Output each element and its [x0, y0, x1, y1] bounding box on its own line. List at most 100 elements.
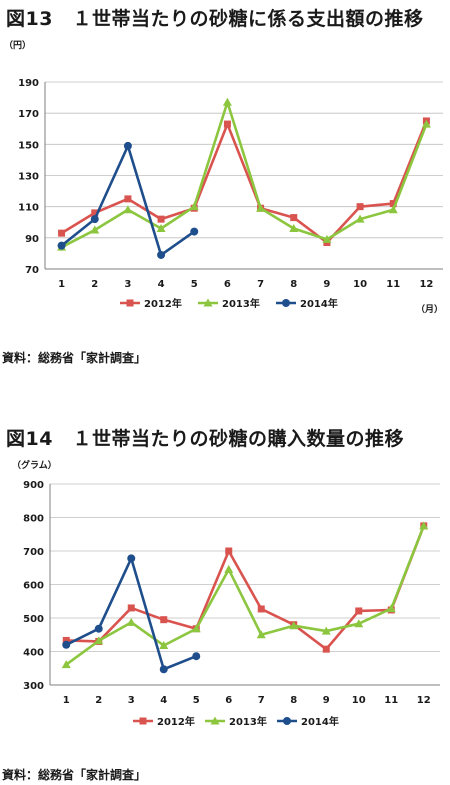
chart2-y-tick-label: 800 — [23, 514, 44, 525]
chart2-data-point — [61, 660, 71, 669]
chart1-x-tick-label: 8 — [290, 279, 297, 290]
chart1-data-point — [356, 203, 364, 211]
chart1-data-point — [389, 200, 397, 208]
chart2-legend-label: 2013年 — [229, 715, 267, 728]
chart1-x-tick-label: 3 — [124, 279, 131, 290]
chart2-legend-label: 2012年 — [157, 715, 195, 728]
chart2-y-axis-label: （グラム） — [12, 459, 57, 471]
chart2-y-tick-label: 700 — [23, 547, 44, 558]
chart2-data-point — [160, 616, 168, 624]
chart2-x-tick-label: 10 — [352, 695, 366, 706]
chart2-x-tick-label: 3 — [128, 695, 135, 706]
chart2-data-point — [127, 554, 136, 563]
chart1-x-tick-label: 4 — [158, 279, 165, 290]
chart2-y-tick-label: 500 — [23, 614, 44, 625]
chart1-data-point — [322, 234, 332, 243]
chart1-data-point — [156, 223, 166, 232]
figure14-source: 資料：総務省「家計調査」 — [2, 768, 147, 782]
chart1-x-tick-label: 11 — [386, 279, 400, 290]
chart1-data-point — [355, 214, 365, 223]
chart2-data-point — [419, 521, 429, 530]
chart2-x-tick-label: 2 — [95, 695, 102, 706]
chart1-data-point — [124, 195, 132, 203]
chart2-data-point — [127, 604, 135, 612]
chart1-data-point — [157, 250, 166, 259]
chart2-x-tick-label: 6 — [225, 695, 232, 706]
chart2-series-line-0 — [66, 525, 425, 651]
chart1-data-point — [256, 203, 266, 212]
chart1-legend-marker — [282, 299, 290, 307]
chart1-data-point — [123, 205, 133, 214]
chart2-x-tick-label: 5 — [193, 695, 200, 706]
chart1-data-point — [190, 227, 199, 236]
chart2-y-tick-label: 400 — [23, 648, 44, 659]
chart1-x-tick-label: 2 — [91, 279, 98, 290]
chart1-x-tick-label: 6 — [224, 279, 231, 290]
chart1-y-tick-label: 150 — [18, 140, 39, 151]
chart1-data-point — [289, 223, 299, 232]
chart1-y-tick-label: 170 — [18, 109, 39, 120]
chart2-data-point — [322, 645, 330, 653]
chart1-x-tick-label: 7 — [257, 279, 264, 290]
chart2-y-tick-label: 900 — [23, 480, 44, 491]
chart1-y-tick-label: 130 — [18, 172, 39, 183]
chart1-x-tick-label: 1 — [58, 279, 65, 290]
chart1-legend-label: 2012年 — [144, 297, 182, 310]
chart1-data-point — [222, 97, 232, 106]
chart2-series-line-2 — [65, 557, 197, 671]
chart1-x-tick-label: 5 — [191, 279, 198, 290]
chart2-data-point — [321, 626, 331, 635]
chart2-y-tick-label: 600 — [23, 581, 44, 592]
chart2-series-line-1 — [65, 525, 425, 666]
chart1-data-point — [58, 229, 66, 237]
chart2-data-point — [225, 547, 233, 555]
chart1-y-tick-label: 90 — [25, 234, 39, 245]
chart2-x-tick-label: 9 — [323, 695, 330, 706]
chart1-x-axis-label: （月） — [416, 304, 443, 315]
figure13-title: 図13 １世帯当たりの砂糖に係る支出額の推移 — [6, 8, 424, 30]
chart2-data-point — [289, 621, 299, 630]
chart2-data-point — [354, 619, 364, 628]
chart2-x-tick-label: 1 — [63, 695, 70, 706]
chart2-data-point — [94, 636, 104, 645]
chart2-data-point — [126, 617, 136, 626]
chart1-y-axis-label: （円） — [4, 40, 31, 51]
chart2-x-tick-label: 4 — [160, 695, 167, 706]
chart2-data-point — [192, 652, 201, 661]
figure14-title: 図14 １世帯当たりの砂糖の購入数量の推移 — [6, 428, 404, 450]
chart2-data-point — [62, 636, 70, 644]
chart1-series-line-1 — [60, 100, 428, 249]
chart1-legend-marker — [126, 299, 134, 307]
chart1-data-point — [290, 214, 298, 222]
chart2-legend-marker — [283, 717, 291, 725]
chart2-data-point — [94, 624, 103, 633]
chart1-x-tick-label: 10 — [353, 279, 367, 290]
chart2-legend-label: 2014年 — [301, 715, 339, 728]
chart1-legend-label: 2014年 — [300, 297, 338, 310]
chart2-data-point — [159, 665, 168, 674]
chart1-y-tick-label: 70 — [25, 265, 39, 276]
chart2-x-tick-label: 12 — [417, 695, 431, 706]
chart1-data-point — [57, 241, 66, 250]
chart2-data-point — [62, 640, 71, 649]
figure13-source: 資料：総務省「家計調査」 — [2, 351, 147, 365]
chart1-data-point — [90, 225, 100, 234]
chart2-data-point — [256, 630, 266, 639]
chart1-data-point — [388, 205, 398, 214]
chart1-x-tick-label: 9 — [323, 279, 330, 290]
chart1-legend-marker — [203, 298, 213, 307]
chart1-data-point — [189, 202, 199, 211]
chart2-y-tick-label: 300 — [23, 681, 44, 692]
chart1-x-tick-label: 12 — [419, 279, 433, 290]
chart1-data-point — [223, 120, 231, 128]
chart2-data-point — [224, 564, 234, 573]
chart1-data-point — [91, 209, 99, 217]
chart1-legend-label: 2013年 — [222, 297, 260, 310]
chart1-series-line-0 — [60, 120, 428, 244]
chart1-y-tick-label: 110 — [18, 203, 39, 214]
chart2-legend-marker — [210, 716, 220, 725]
chart2-data-point — [191, 624, 201, 633]
chart1-data-point — [421, 119, 431, 128]
